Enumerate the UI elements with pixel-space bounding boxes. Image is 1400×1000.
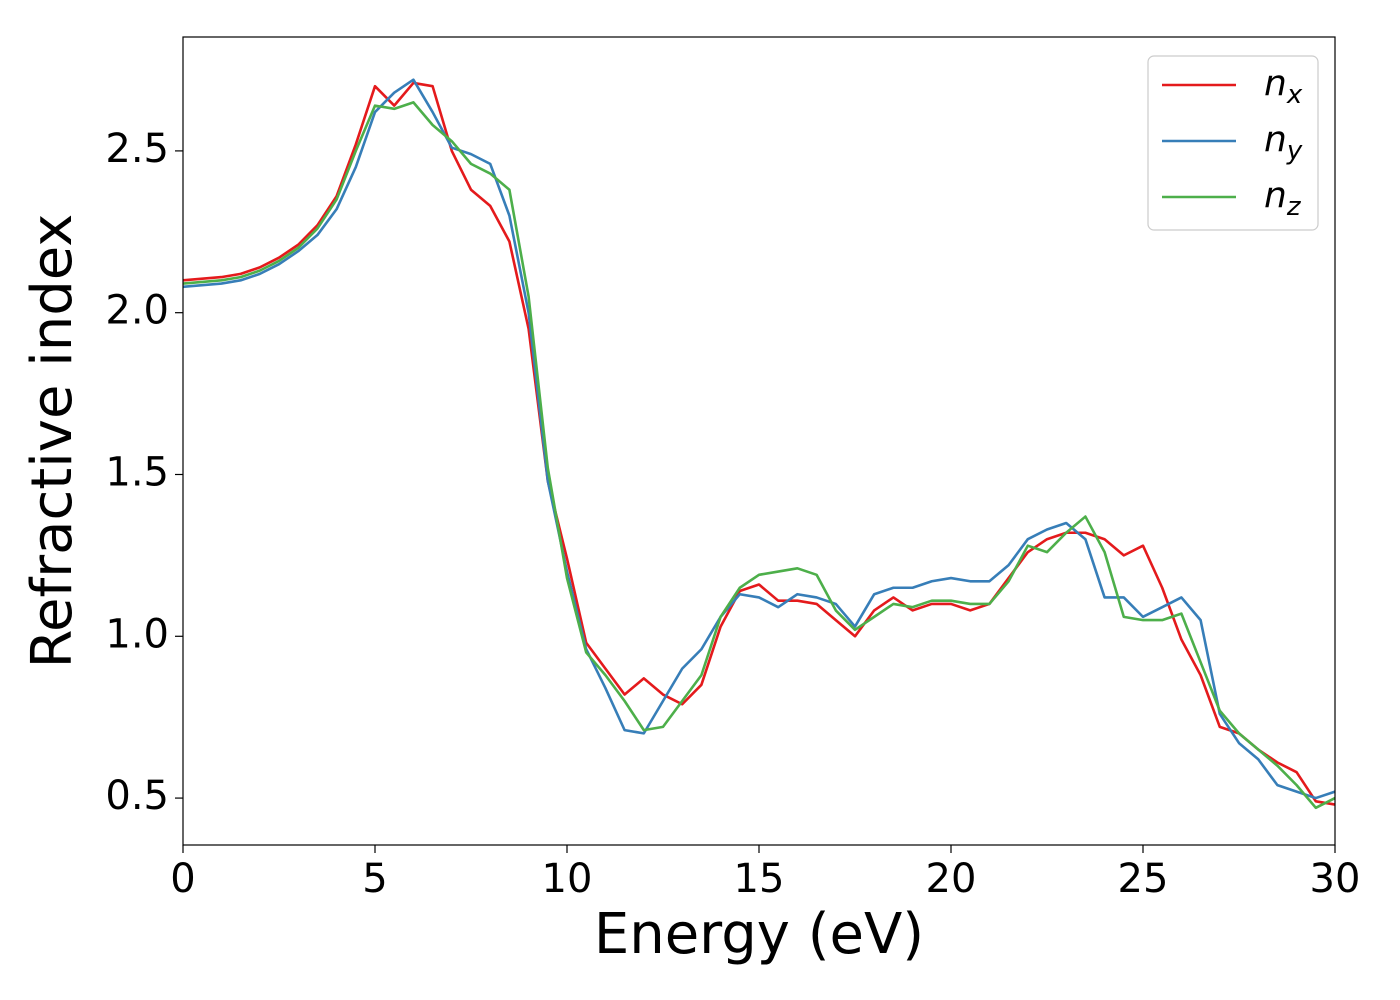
legend-box <box>1147 55 1319 231</box>
y-tick-label: 1.5 <box>105 449 169 495</box>
x-tick-label: 0 <box>170 856 195 902</box>
y-tick-label: 0.5 <box>105 773 169 819</box>
x-tick-label: 5 <box>362 856 387 902</box>
series-line <box>182 78 1336 800</box>
x-tick-label: 30 <box>1310 856 1361 902</box>
series-line <box>182 101 1336 810</box>
y-tick-label: 2.5 <box>105 126 169 172</box>
y-tick-label: 2.0 <box>105 288 169 334</box>
legend-label: ny <box>1264 119 1303 166</box>
legend-label: nz <box>1264 175 1302 222</box>
y-axis-label: Refractive index <box>20 214 85 669</box>
x-tick-label: 15 <box>734 856 785 902</box>
x-axis-label: Energy (eV) <box>594 902 924 967</box>
y-tick-label: 1.0 <box>105 611 169 657</box>
x-tick-label: 10 <box>542 856 593 902</box>
legend-label: nx <box>1264 63 1303 110</box>
series-line <box>182 81 1336 806</box>
plot-frame <box>182 36 1336 846</box>
x-tick-label: 20 <box>926 856 977 902</box>
x-tick-label: 25 <box>1118 856 1169 902</box>
